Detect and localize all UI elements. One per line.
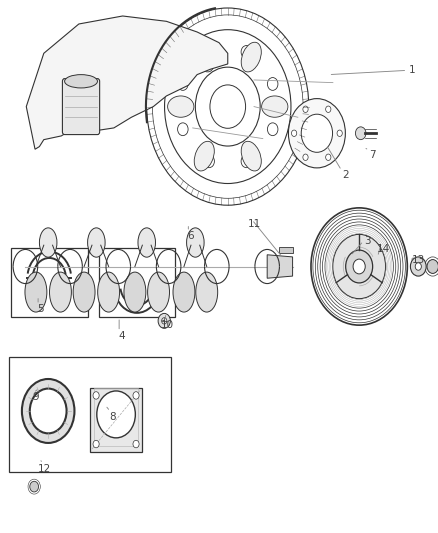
Circle shape (93, 440, 99, 448)
Circle shape (353, 259, 365, 274)
Ellipse shape (241, 141, 261, 171)
Circle shape (303, 154, 308, 160)
Circle shape (241, 155, 251, 168)
Circle shape (410, 257, 426, 276)
Ellipse shape (39, 228, 57, 257)
Circle shape (241, 45, 251, 58)
Circle shape (292, 130, 297, 136)
FancyBboxPatch shape (62, 78, 99, 134)
Ellipse shape (138, 228, 155, 257)
Circle shape (30, 389, 67, 433)
Ellipse shape (88, 228, 105, 257)
Circle shape (288, 99, 346, 168)
Circle shape (326, 154, 331, 160)
Bar (11, 248, 88, 317)
Ellipse shape (124, 272, 146, 312)
Bar (99, 248, 175, 317)
Circle shape (22, 379, 74, 443)
Text: 11: 11 (247, 219, 261, 229)
Text: 9: 9 (32, 392, 39, 402)
Circle shape (133, 392, 139, 399)
Circle shape (93, 392, 99, 399)
Text: 13: 13 (412, 255, 425, 265)
Ellipse shape (187, 228, 204, 257)
Circle shape (158, 313, 170, 328)
Text: 6: 6 (187, 231, 194, 240)
Ellipse shape (73, 272, 95, 312)
Polygon shape (26, 16, 228, 149)
Circle shape (30, 481, 39, 492)
Text: 1: 1 (408, 66, 415, 75)
Circle shape (97, 391, 135, 438)
Circle shape (332, 235, 385, 298)
Ellipse shape (65, 75, 97, 88)
Ellipse shape (168, 96, 194, 117)
Text: 14: 14 (377, 245, 390, 254)
Circle shape (337, 130, 343, 136)
Circle shape (326, 106, 331, 112)
Ellipse shape (98, 272, 120, 312)
Circle shape (204, 45, 215, 58)
Text: 4: 4 (118, 331, 125, 341)
Text: 8: 8 (110, 412, 117, 422)
Circle shape (301, 114, 332, 152)
Circle shape (415, 263, 421, 270)
Ellipse shape (173, 272, 195, 312)
Bar (279, 247, 293, 253)
Ellipse shape (194, 141, 214, 171)
Bar (9, 357, 171, 472)
Circle shape (303, 106, 308, 112)
Circle shape (133, 440, 139, 448)
Circle shape (346, 250, 373, 283)
Ellipse shape (25, 272, 47, 312)
Circle shape (356, 127, 366, 140)
Bar (90, 388, 142, 452)
Ellipse shape (49, 272, 71, 312)
Ellipse shape (261, 96, 288, 117)
Text: 3: 3 (364, 236, 371, 246)
Text: 12: 12 (38, 464, 51, 474)
Ellipse shape (241, 42, 261, 72)
Text: 5: 5 (37, 304, 44, 314)
Circle shape (204, 155, 215, 168)
Circle shape (177, 78, 188, 91)
Text: 7: 7 (369, 150, 376, 159)
Ellipse shape (148, 272, 170, 312)
Circle shape (177, 123, 188, 135)
Polygon shape (267, 255, 293, 278)
Ellipse shape (196, 272, 218, 312)
Text: 2: 2 (343, 170, 350, 180)
Circle shape (427, 260, 438, 273)
Circle shape (268, 78, 278, 91)
Circle shape (268, 123, 278, 135)
Text: 10: 10 (161, 320, 174, 330)
Ellipse shape (194, 42, 214, 72)
